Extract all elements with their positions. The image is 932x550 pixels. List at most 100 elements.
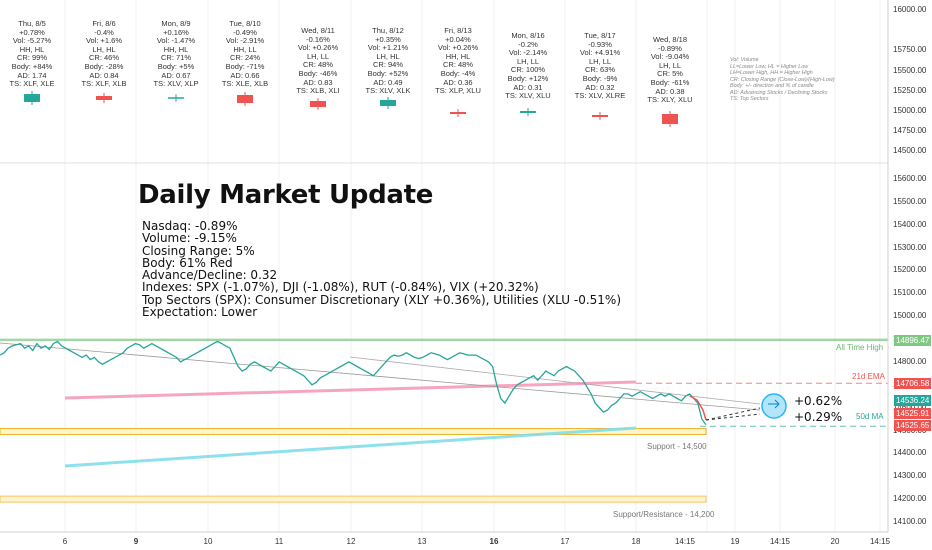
ma50-line	[64, 426, 637, 468]
day-summary: Fri, 8/13 +0.04% Vol: +0.26% HH, HL CR: 48% B…	[418, 26, 498, 96]
legend-line: CR: Closing Range (Close-Low)/(High-Low)	[730, 76, 835, 83]
mini-candle	[520, 108, 536, 116]
price-tag: 14525.91	[894, 408, 932, 419]
day-summary-line: TS: XLV, XLK	[365, 86, 411, 96]
mini-candle-body	[592, 115, 608, 117]
day-summary-line: Vol: -2.14%	[508, 48, 548, 58]
page-title: Daily Market Update	[138, 180, 434, 210]
x-tick: 17	[560, 537, 570, 546]
day-summary-line: Body: -4%	[440, 68, 476, 78]
mini-candle-body	[310, 101, 326, 107]
day-summary-line: AD: 0.32	[585, 82, 615, 92]
day-summary-line: Vol: +0.26%	[297, 43, 339, 53]
day-summary-line: CR: 71%	[160, 53, 191, 63]
day-summary-line: AD: 0.31	[513, 82, 543, 92]
day-summary-line: -0.89%	[658, 43, 682, 53]
day-summary-line: Vol: +4.91%	[579, 48, 621, 58]
day-summary-line: AD: 1.74	[17, 70, 47, 80]
day-summary-line: HH, HL	[163, 44, 189, 54]
day-summary-line: LH, HL	[92, 44, 116, 54]
day-summary-line: HH, HL	[19, 44, 45, 54]
day-summary-line: -0.2%	[518, 39, 538, 49]
day-summary-line: -0.93%	[588, 39, 612, 49]
mini-candle	[450, 109, 466, 117]
mini-candle	[662, 111, 678, 127]
mini-candle-body	[24, 94, 40, 102]
mini-candle-body	[237, 95, 253, 103]
update-line: Indexes: SPX (-1.07%), DJI (-1.08%), RUT…	[142, 280, 539, 295]
day-summary-line: LH, LL	[516, 56, 540, 66]
day-summary-line: LH, LL	[306, 51, 330, 61]
update-line: Nasdaq: -0.89%	[142, 219, 238, 233]
day-summary-line: TS: XLV, XLU	[505, 91, 551, 101]
y-tick: 14200.00	[893, 494, 927, 504]
legend-line: Body: +/- direction and % of candle	[730, 83, 814, 89]
y-tick: 16000.00	[893, 5, 927, 14]
y-tick: 15400.00	[893, 219, 927, 229]
day-summary-line: LH, LL	[658, 60, 682, 70]
day-summary-line: AD: 0.36	[443, 77, 473, 87]
day-summary-line: TS: XLF, XLE	[9, 79, 55, 89]
ema21-line	[64, 380, 637, 400]
y-tick: 15200.00	[893, 265, 927, 275]
day-summary-line: CR: 99%	[16, 53, 47, 63]
day-summary-line: Body: +12%	[507, 73, 549, 83]
legend-line: LH=Lower High, HH = Higher High	[730, 70, 813, 76]
update-panel: Nasdaq: -0.89% Volume: -9.15% Closing Rang…	[142, 219, 621, 320]
day-summary-line: CR: 48%	[442, 60, 473, 70]
chart-series	[0, 340, 787, 468]
day-summary-line: Fri, 8/13	[444, 26, 472, 35]
day-summary-line: Vol: +1.6%	[85, 36, 123, 46]
ma50-label: 50d MA	[856, 412, 884, 421]
x-tick: 13	[417, 537, 427, 546]
mini-candle	[237, 92, 253, 106]
x-tick: 18	[631, 537, 641, 546]
x-tick: 19	[730, 537, 740, 546]
mini-candle-body	[168, 97, 184, 99]
pct-label-2: +0.29%	[794, 410, 843, 424]
day-summary-line: Wed, 8/11	[301, 26, 335, 35]
y-tick: 15600.00	[893, 174, 927, 183]
chart-grid	[64, 0, 881, 532]
x-tick: 10	[203, 537, 213, 546]
trendline-2	[349, 356, 761, 405]
day-summary-line: Mon, 8/16	[511, 31, 545, 40]
day-summary-line: CR: 5%	[657, 69, 683, 79]
day-summary-line: AD: 0.84	[89, 70, 119, 80]
update-line: Top Sectors (SPX): Consumer Discretionar…	[142, 292, 621, 307]
day-summary-line: AD: 0.38	[655, 86, 685, 96]
x-tick: 9	[133, 537, 139, 546]
y-tick: 15500.00	[893, 196, 927, 206]
y-tick: 14400.00	[893, 448, 927, 458]
y-tick: 15100.00	[893, 288, 927, 298]
day-summary-line: HH, HL	[445, 51, 471, 61]
x-tick: 6	[62, 537, 68, 546]
day-summary: Tue, 8/10 -0.49% Vol: -2.91% HH, LL CR: 24% B…	[205, 19, 285, 89]
day-summary: Fri, 8/6 -0.4% Vol: +1.6% LH, HL CR: 46% Body…	[64, 19, 144, 89]
support-resistance-label: Support/Resistance - 14,200	[613, 510, 715, 519]
x-tick: 16	[489, 537, 499, 546]
mini-candle	[96, 93, 112, 103]
y-tick: 15300.00	[893, 242, 927, 252]
day-summary-line: TS: XLF, XLB	[81, 79, 127, 89]
y-tick: 14750.00	[893, 126, 927, 135]
day-summary-line: Fri, 8/6	[92, 19, 116, 28]
price-tail	[689, 395, 707, 421]
price-line	[0, 340, 707, 426]
pct-label-1: +0.62%	[794, 394, 843, 408]
day-summary: Tue, 8/17 -0.93% Vol: +4.91% LH, LL CR: 63% B…	[560, 31, 640, 101]
day-summary-line: Vol: -5.27%	[12, 36, 52, 46]
day-summary: Wed, 8/18 -0.89% Vol: -9.04% LH, LL CR: 5% Bo…	[630, 35, 710, 105]
day-summary-line: Body: +84%	[11, 61, 53, 71]
update-line: Expectation: Lower	[142, 305, 258, 320]
day-summary-line: Vol: -1.47%	[156, 36, 196, 46]
day-summary-line: AD: 0.83	[303, 77, 333, 87]
day-summary-line: CR: 46%	[88, 53, 119, 63]
mini-candle-body	[96, 96, 112, 100]
day-summary-line: +0.16%	[163, 27, 189, 37]
y-tick: 15000.00	[893, 311, 927, 321]
day-summary-line: Body: -71%	[225, 61, 265, 71]
day-summary: Wed, 8/11 -0.16% Vol: +0.26% LH, LL CR: 48% B…	[278, 26, 358, 96]
legend-line: AD: Advancing Stocks / Declining Stocks	[730, 89, 828, 96]
